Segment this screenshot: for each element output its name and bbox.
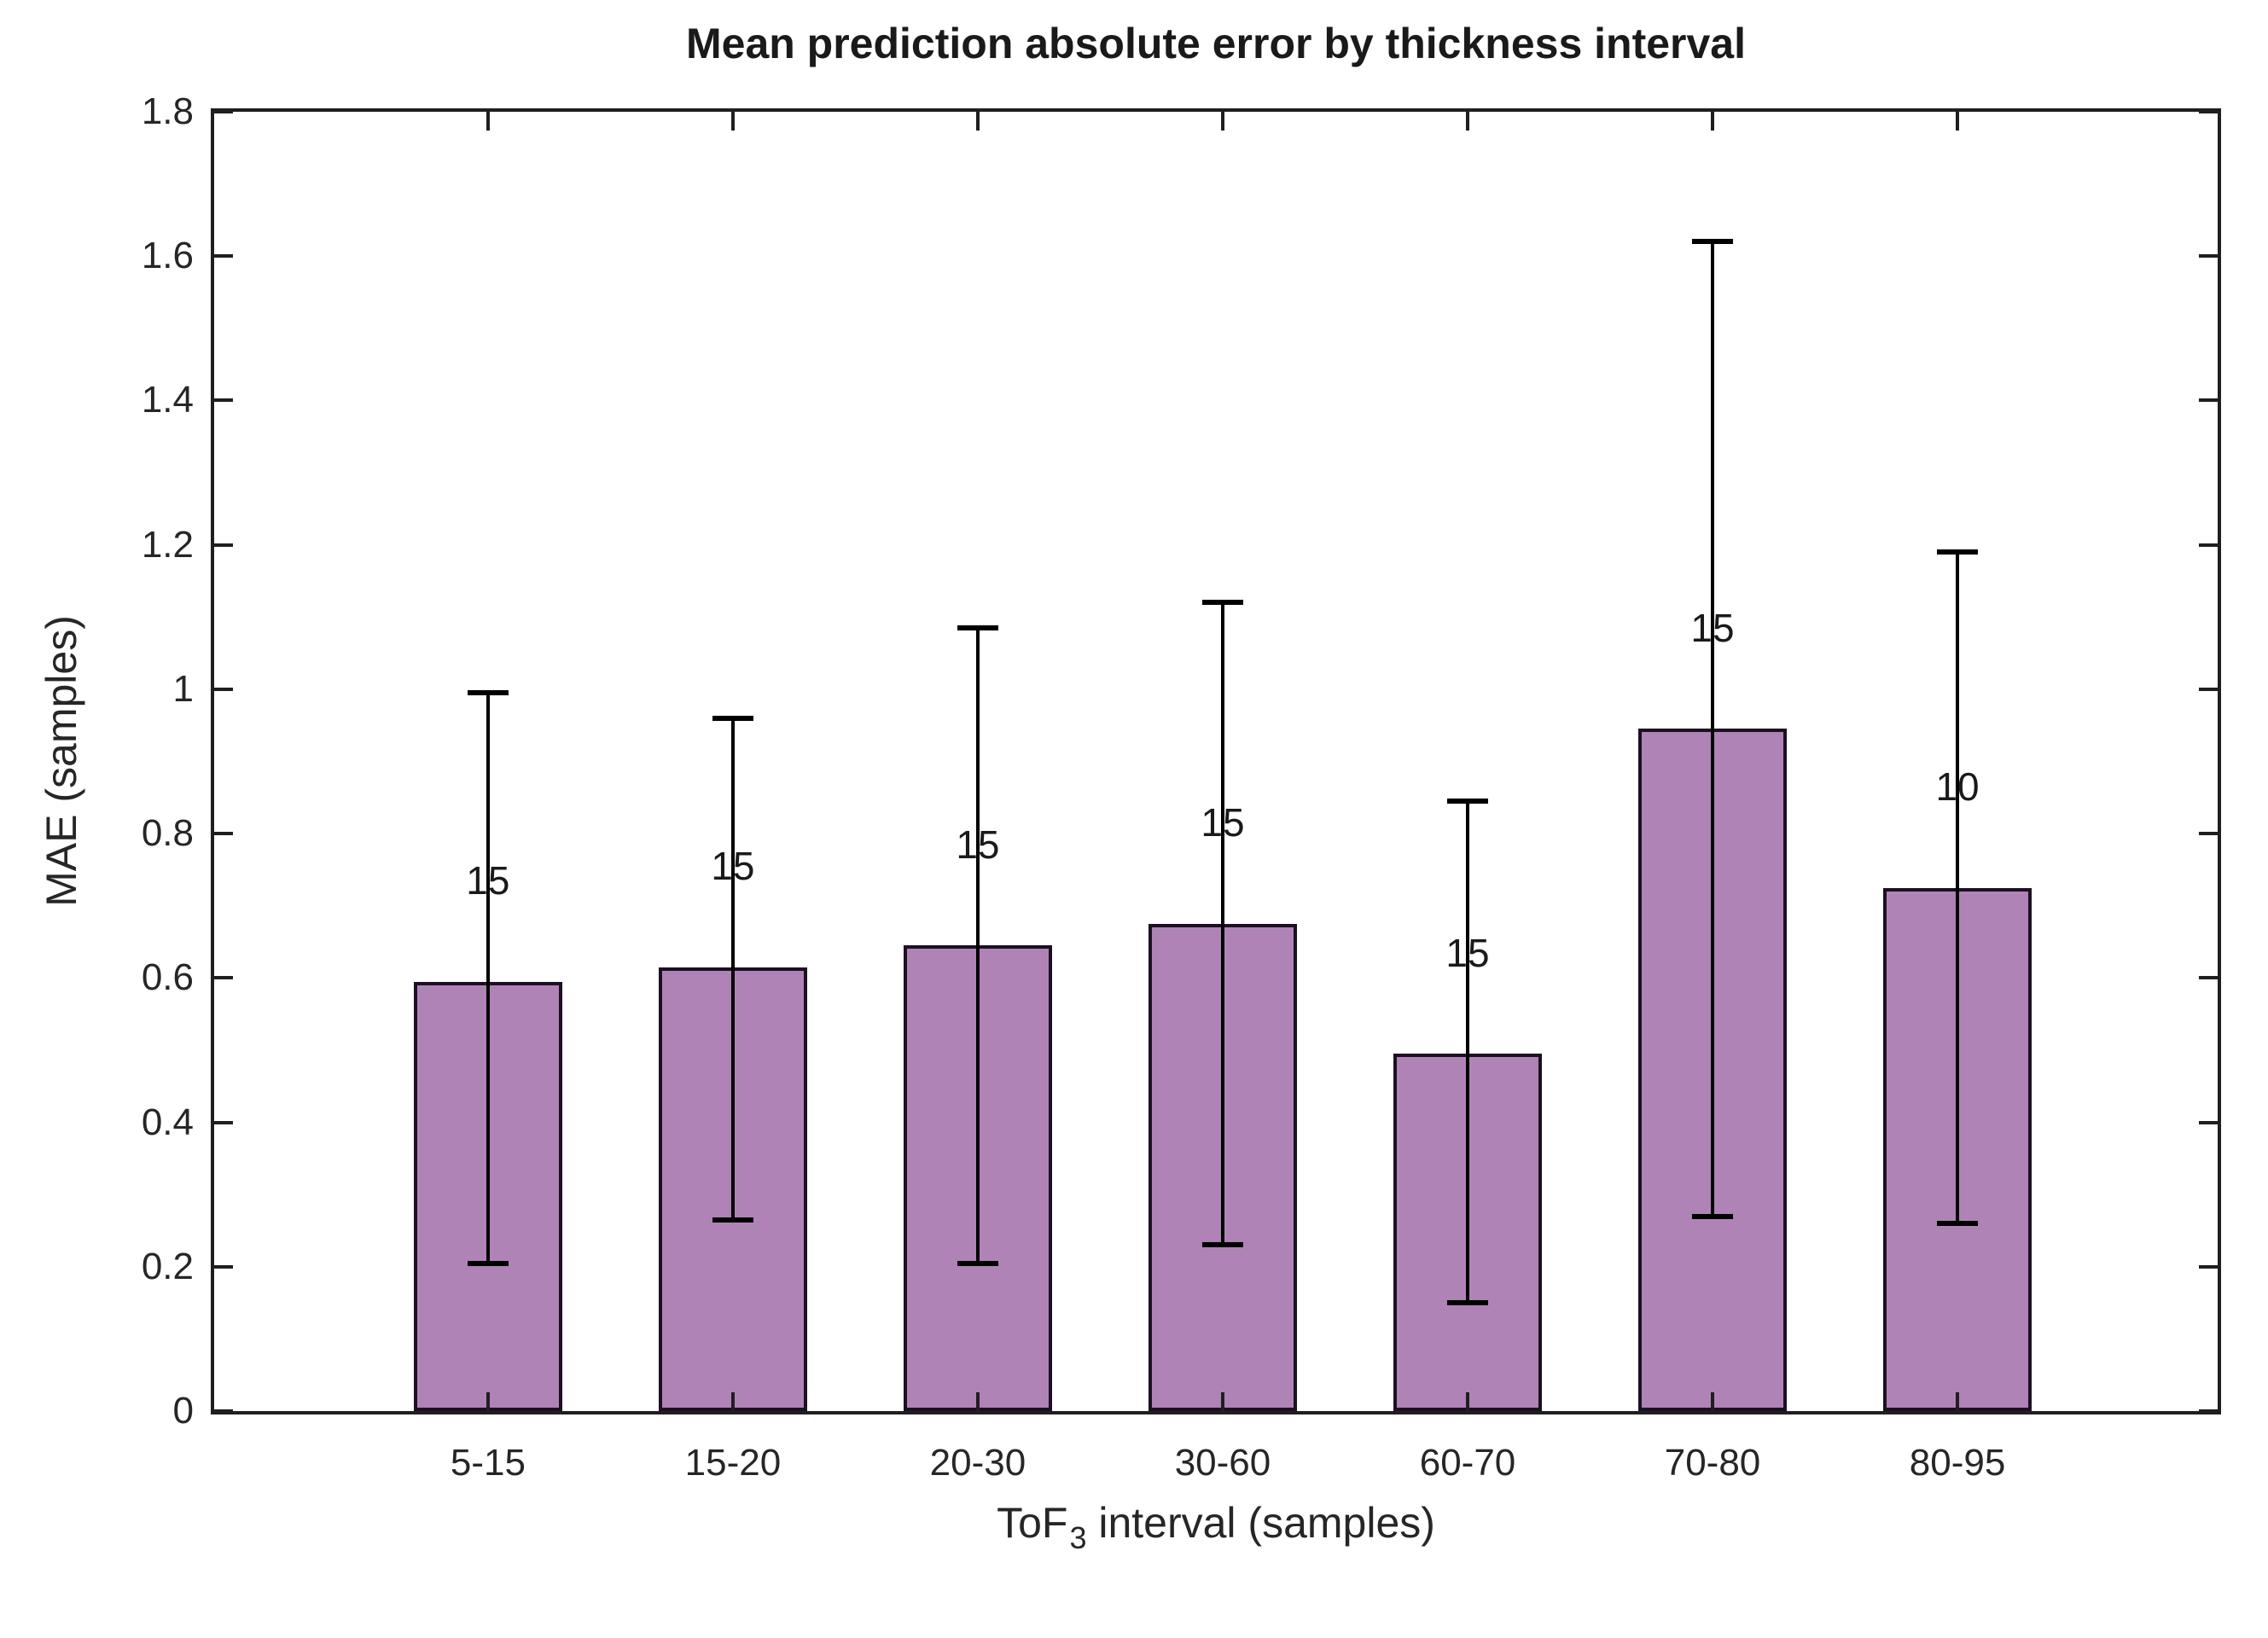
y-axis-tick — [214, 110, 233, 113]
bar-count-label: 15 — [956, 822, 1000, 867]
error-cap-bottom — [957, 1260, 998, 1266]
x-axis-label-prefix: ToF — [997, 1499, 1068, 1547]
y-axis-tick-right — [2199, 1264, 2218, 1269]
y-axis-tick — [214, 1264, 233, 1269]
y-axis-tick — [214, 832, 233, 836]
error-cap-top — [957, 624, 998, 630]
y-axis-tick — [214, 398, 233, 403]
error-bar — [486, 693, 490, 1263]
bar-count-label: 15 — [711, 844, 755, 889]
error-cap-bottom — [467, 1260, 509, 1266]
x-axis-tick-top — [486, 112, 490, 131]
y-axis-tick — [214, 976, 233, 980]
error-bar — [1711, 241, 1715, 1217]
error-cap-bottom — [1202, 1242, 1243, 1248]
plot-area: 0 0.2 0.4 0.6 0.8 1 1.2 1.4 1.6 1.8 15 5-15 15 15-20 1… — [142, 91, 2221, 1484]
error-bar — [1220, 602, 1224, 1246]
error-bar — [1466, 801, 1469, 1304]
x-axis-tick-top — [1711, 112, 1715, 131]
error-cap-top — [1937, 549, 1978, 555]
y-tick-label: 0.2 — [141, 1245, 194, 1287]
y-axis-tick-right — [2199, 254, 2218, 258]
x-axis-label-suffix: interval (samples) — [1086, 1499, 1435, 1547]
y-tick-label: 0.6 — [141, 956, 194, 999]
x-axis-tick — [1220, 1392, 1224, 1411]
y-axis-tick-right — [2199, 976, 2218, 980]
y-axis-tick — [214, 543, 233, 547]
error-cap-top — [467, 690, 509, 696]
x-tick-label: 30-60 — [1174, 1442, 1271, 1484]
y-axis-tick-right — [2199, 543, 2218, 547]
y-tick-label: 1.2 — [141, 523, 194, 566]
x-axis-label-subscript: 3 — [1069, 1519, 1087, 1555]
error-cap-top — [1692, 239, 1733, 245]
bar-count-label: 10 — [1935, 764, 1980, 810]
x-tick-label: 70-80 — [1664, 1442, 1761, 1484]
x-axis-tick — [975, 1392, 980, 1411]
y-axis-tick-right — [2199, 398, 2218, 403]
x-axis-tick — [730, 1392, 735, 1411]
y-tick-label: 1 — [172, 667, 194, 710]
y-tick-label: 1.4 — [141, 379, 194, 421]
y-tick-label: 0.4 — [141, 1101, 194, 1143]
x-axis-tick-top — [975, 112, 980, 131]
chart-title: Mean prediction absolute error by thickn… — [685, 20, 1747, 67]
y-axis-tick — [214, 687, 233, 691]
error-cap-top — [1202, 600, 1243, 606]
x-axis-label: ToF3 interval (samples) — [211, 1498, 2221, 1556]
error-bar — [1956, 552, 1960, 1224]
y-axis-tick — [214, 254, 233, 258]
error-cap-bottom — [1447, 1300, 1488, 1306]
bar-count-label: 15 — [1201, 800, 1245, 845]
y-axis-label: MAE (samples) — [38, 615, 85, 907]
y-tick-label: 1.8 — [141, 90, 194, 132]
y-axis-tick-right — [2199, 832, 2218, 836]
y-axis-tick — [214, 1409, 233, 1413]
x-tick-label: 15-20 — [684, 1442, 782, 1484]
bar-count-label: 15 — [1445, 930, 1490, 975]
x-axis-tick — [1711, 1392, 1715, 1411]
x-axis-tick-top — [1220, 112, 1224, 131]
y-tick-label: 0.8 — [141, 812, 194, 855]
error-cap-top — [712, 715, 753, 721]
error-bar — [730, 717, 735, 1220]
x-axis-tick — [486, 1392, 490, 1411]
bar-count-label: 15 — [1690, 605, 1735, 650]
x-axis-tick — [1466, 1392, 1469, 1411]
y-axis-tick-right — [2199, 1409, 2218, 1413]
error-cap-bottom — [1937, 1221, 1978, 1227]
y-axis-tick — [214, 1120, 233, 1124]
bar-count-label: 15 — [466, 858, 510, 903]
x-axis-tick — [1956, 1392, 1960, 1411]
y-tick-label: 0 — [172, 1390, 194, 1432]
x-axis-tick-top — [1466, 112, 1469, 131]
error-bar — [975, 628, 980, 1263]
error-cap-top — [1447, 799, 1488, 804]
x-axis-tick-top — [1956, 112, 1960, 131]
x-tick-label: 5-15 — [450, 1442, 526, 1484]
x-axis-tick-top — [730, 112, 735, 131]
y-axis-tick-right — [2199, 110, 2218, 113]
error-cap-bottom — [1692, 1213, 1733, 1219]
x-tick-label: 80-95 — [1909, 1442, 2006, 1484]
y-axis-tick-right — [2199, 687, 2218, 691]
x-tick-label: 20-30 — [929, 1442, 1026, 1484]
y-axis-tick-right — [2199, 1120, 2218, 1124]
y-tick-label: 1.6 — [141, 235, 194, 277]
x-tick-label: 60-70 — [1419, 1442, 1516, 1484]
error-cap-bottom — [712, 1217, 753, 1223]
